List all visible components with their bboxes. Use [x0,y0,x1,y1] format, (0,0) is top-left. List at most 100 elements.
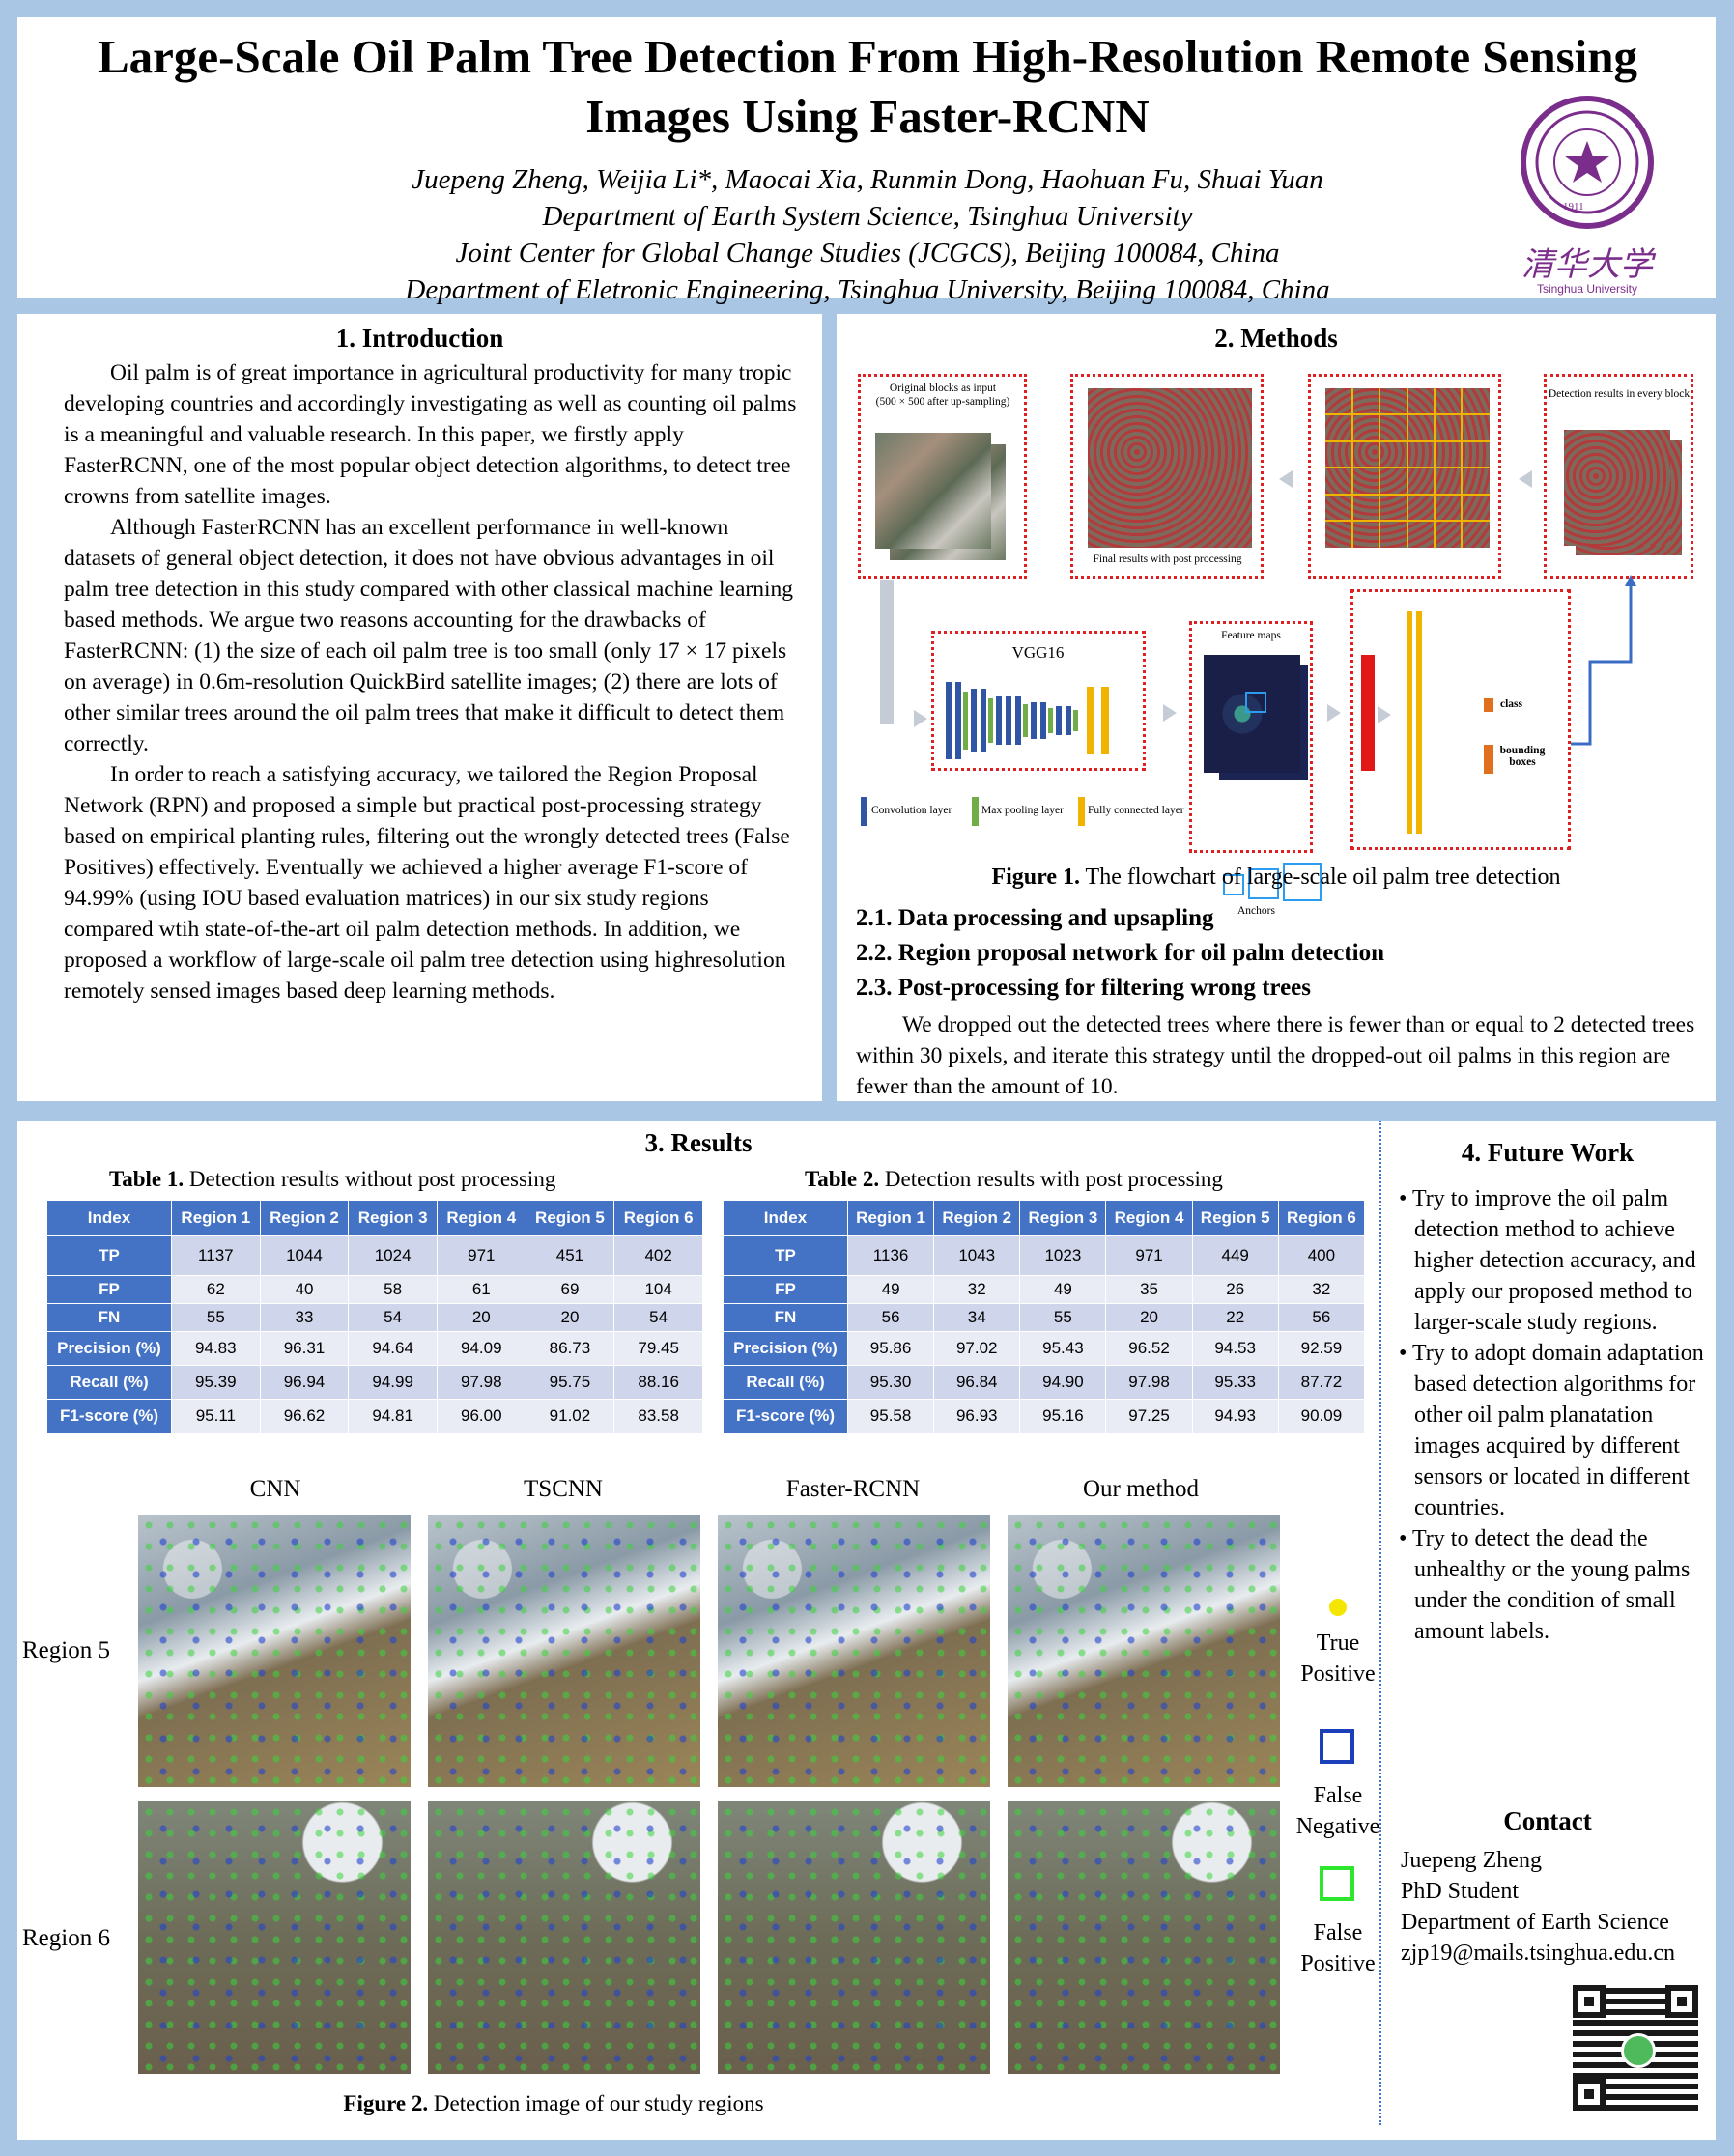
table-2-caption-label: Table 2. [805,1167,880,1191]
future-work-panel: 4. Future Work • Try to improve the oil … [1379,1121,1716,2140]
methods-title: 2. Methods [1214,324,1338,353]
table-cell: 94.53 [1191,1331,1279,1366]
table-cell: 55 [1019,1303,1107,1332]
figure-1-caption: Figure 1. The flowchart of large-scale o… [837,865,1716,891]
table-cell: 971 [436,1235,526,1276]
table-cell: 451 [525,1235,615,1276]
row-header: F1-score (%) [46,1399,172,1433]
qr-code [1573,1985,1698,2111]
table-cell: 40 [259,1275,350,1304]
row-header: Precision (%) [46,1331,172,1366]
col-head-tscnn: TSCNN [524,1476,603,1502]
table-cell: 58 [348,1275,438,1304]
table-cell: 94.81 [348,1399,438,1433]
table-cell: 400 [1277,1235,1366,1276]
affiliation-2: Joint Center for Global Change Studies (… [455,238,1280,269]
table-cell: 90.09 [1277,1399,1366,1433]
row-head-region-5: Region 5 [22,1637,110,1663]
table-1-caption-text: Detection results without post processin… [184,1167,556,1191]
legend-true-positive: True Positive [1300,1631,1376,1687]
input-blocks-box: Original blocks as input (500 × 500 afte… [858,374,1027,579]
methods-paragraph: We dropped out the detected trees where … [856,1012,1695,1099]
figure-2-caption-text: Detection image of our study regions [428,2091,764,2115]
column-header: Region 6 [1277,1200,1366,1236]
table-cell: 95.16 [1019,1399,1107,1433]
table-cell: 94.90 [1019,1365,1107,1400]
table-cell: 49 [846,1275,935,1304]
feature-map-front [1204,655,1300,773]
column-header: Region 5 [1191,1200,1279,1236]
table-2-caption-text: Detection results with post processing [879,1167,1223,1191]
table-cell: 56 [846,1303,935,1332]
table-cell: 1023 [1019,1235,1107,1276]
table-1: Index Region 1 Region 2 Region 3 Region 4 Reg… [46,1200,703,1433]
contact-email[interactable]: zjp19@mails.tsinghua.edu.cn [1401,1941,1676,1966]
row-header: TP [46,1235,172,1276]
intro-paragraph-3: In order to reach a satisfying accuracy,… [64,762,790,1004]
input-label: Original blocks as input [889,383,997,394]
table-cell: 95.33 [1191,1365,1279,1400]
region-5-tscnn-image [428,1515,700,1787]
table-cell: 88.16 [613,1365,703,1400]
table-cell: 20 [436,1303,526,1332]
false-positive-box-icon [1320,1866,1354,1901]
arrow-right-icon [1163,704,1177,722]
poster-title: Large-Scale Oil Palm Tree Detection From… [97,30,1638,143]
detection-results-box: Detection results in every block [1544,374,1693,579]
table-cell: 20 [525,1303,615,1332]
region-5-cnn-image [138,1515,411,1787]
table-cell: 55 [171,1303,261,1332]
contact-title: Contact [1503,1806,1592,1835]
table-1-caption: Table 1. Detection results without post … [109,1167,555,1192]
table-1-caption-label: Table 1. [109,1167,185,1191]
table-row: FP 62 40 58 61 69 104 [46,1275,703,1304]
introduction-panel: 1. Introduction Oil palm is of great imp… [17,314,822,1101]
table-cell: 95.39 [171,1365,261,1400]
arrow-right-icon [1378,706,1391,723]
final-results-image [1088,388,1252,548]
bbox-label: bounding boxes [1499,745,1546,768]
methods-text: We dropped out the detected trees where … [856,1009,1696,1102]
grid-overlay [1325,388,1490,548]
table-cell: 87.72 [1277,1365,1366,1400]
table-cell: 971 [1105,1235,1193,1276]
table-cell: 22 [1191,1303,1279,1332]
table-cell: 97.02 [933,1331,1021,1366]
column-header: Region 4 [1105,1200,1193,1236]
table-cell: 96.52 [1105,1331,1193,1366]
table-cell: 49 [1019,1275,1107,1304]
row-header: FN [723,1303,848,1332]
intro-paragraph-2: Although FasterRCNN has an excellent per… [64,515,794,756]
future-list: • Try to improve the oil palm detection … [1399,1183,1706,1647]
arrow-right-icon [1327,704,1341,722]
figure-2-caption: Figure 2. Detection image of our study r… [17,2091,1090,2116]
table-cell: 54 [348,1303,438,1332]
table-cell: 26 [1191,1275,1279,1304]
bbox-output [1484,745,1493,774]
table-cell: 449 [1191,1235,1279,1276]
table-cell: 54 [613,1303,703,1332]
vgg16-box: VGG16 [931,631,1146,771]
table-2-caption: Table 2. Detection results with post pro… [805,1167,1223,1192]
column-header: Region 5 [525,1200,615,1236]
row-header: TP [723,1235,848,1276]
results-title: 3. Results [644,1128,753,1157]
table-row: Recall (%) 95.30 96.84 94.90 97.98 95.33 87.72 [723,1365,1366,1400]
final-results-box: Final results with post processing [1070,374,1264,579]
table-cell: 1043 [933,1235,1021,1276]
table-cell: 83.58 [613,1399,703,1433]
future-item-2-text: Try to adopt domain adaptation based det… [1411,1341,1704,1520]
methods-sub-2: 2.2. Region proposal network for oil pal… [856,940,1384,966]
table-cell: 94.99 [348,1365,438,1400]
table-row: TP 1136 1043 1023 971 449 400 [723,1235,1366,1276]
table-cell: 96.84 [933,1365,1021,1400]
row-header: Recall (%) [46,1365,172,1400]
table-cell: 86.73 [525,1331,615,1366]
table-header-row: Index Region 1 Region 2 Region 3 Region 4 Reg… [723,1200,1366,1236]
row-header: Precision (%) [723,1331,848,1366]
column-header: Region 2 [259,1200,350,1236]
anchor-small [1223,874,1244,895]
table-cell: 95.11 [171,1399,261,1433]
methods-sub-3: 2.3. Post-processing for filtering wrong… [856,975,1311,1001]
col-head-our-method: Our method [1082,1476,1200,1502]
